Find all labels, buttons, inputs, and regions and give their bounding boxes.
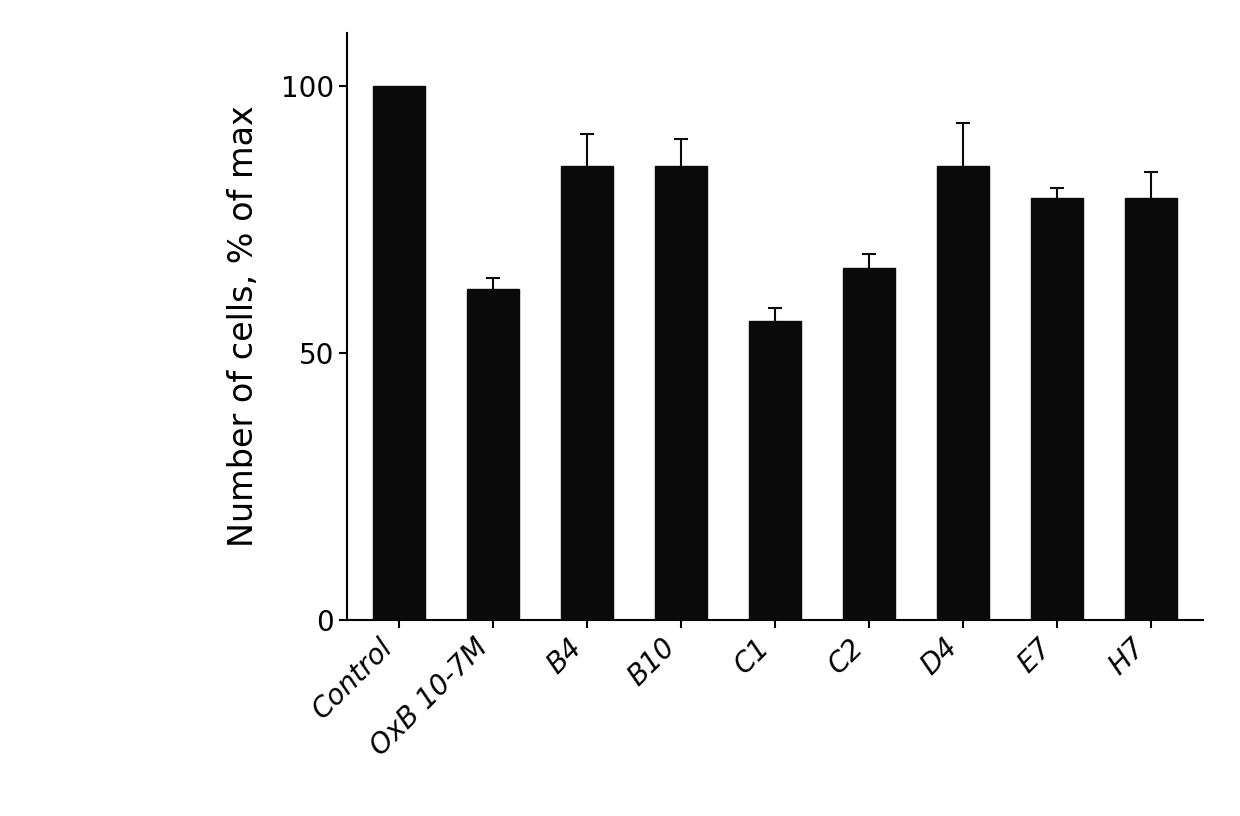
Bar [467, 289, 518, 620]
Y-axis label: Number of cells, % of max: Number of cells, % of max [227, 105, 260, 548]
Bar [655, 166, 707, 620]
Bar [1032, 198, 1083, 620]
Bar [1125, 198, 1177, 620]
Bar [843, 268, 895, 620]
Bar [560, 166, 613, 620]
Bar [749, 321, 801, 620]
Bar [373, 86, 425, 620]
Bar [937, 166, 988, 620]
